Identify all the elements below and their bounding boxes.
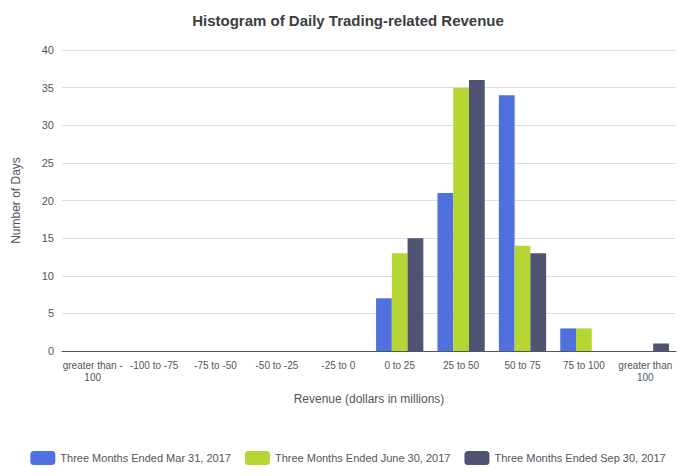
svg-text:50 to 75: 50 to 75 <box>504 360 541 371</box>
svg-text:100: 100 <box>84 372 101 383</box>
svg-text:-50 to -25: -50 to -25 <box>255 360 298 371</box>
svg-text:20: 20 <box>42 195 54 207</box>
svg-text:greater than: greater than <box>618 360 672 371</box>
svg-text:25: 25 <box>42 157 54 169</box>
svg-text:15: 15 <box>42 232 54 244</box>
svg-text:100: 100 <box>637 372 654 383</box>
svg-text:Three Months Ended June 30, 20: Three Months Ended June 30, 2017 <box>275 452 451 464</box>
svg-text:0: 0 <box>48 345 54 357</box>
svg-text:Three Months Ended Mar 31, 201: Three Months Ended Mar 31, 2017 <box>60 452 231 464</box>
svg-text:10: 10 <box>42 270 54 282</box>
svg-text:greater than -: greater than - <box>63 360 123 371</box>
svg-text:75 to 100: 75 to 100 <box>563 360 605 371</box>
svg-text:0 to 25: 0 to 25 <box>384 360 415 371</box>
svg-text:5: 5 <box>48 307 54 319</box>
svg-text:-75 to -50: -75 to -50 <box>194 360 237 371</box>
svg-text:35: 35 <box>42 82 54 94</box>
svg-text:30: 30 <box>42 119 54 131</box>
svg-text:Number of Days: Number of Days <box>9 157 23 244</box>
svg-text:Three Months Ended Sep 30, 201: Three Months Ended Sep 30, 2017 <box>494 452 665 464</box>
svg-text:25 to 50: 25 to 50 <box>443 360 480 371</box>
svg-text:Histogram of Daily Trading-rel: Histogram of Daily Trading-related Reven… <box>192 12 504 29</box>
svg-text:-100 to -75: -100 to -75 <box>130 360 179 371</box>
svg-text:-25 to 0: -25 to 0 <box>321 360 355 371</box>
svg-text:40: 40 <box>42 44 54 56</box>
svg-text:Revenue (dollars in millions): Revenue (dollars in millions) <box>294 392 445 406</box>
